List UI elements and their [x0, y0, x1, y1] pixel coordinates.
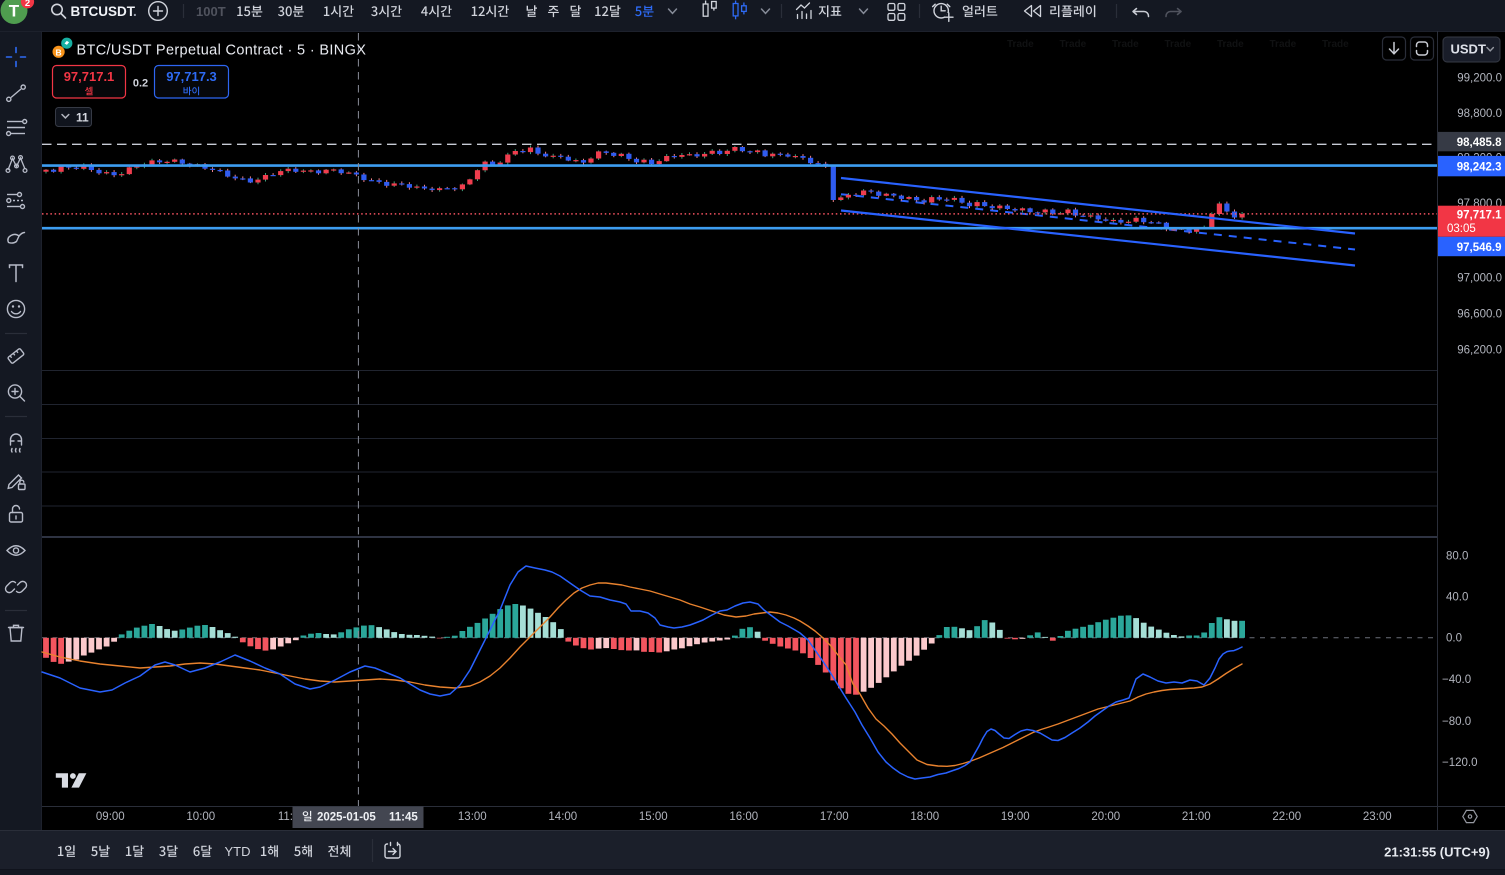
svg-text:22:00: 22:00 [1272, 811, 1301, 823]
svg-text:96,200.0: 96,200.0 [1457, 344, 1502, 356]
svg-text:18:00: 18:00 [910, 811, 939, 823]
svg-text:2025-01-05: 2025-01-05 [317, 812, 376, 824]
svg-text:15:00: 15:00 [639, 811, 668, 823]
svg-text:YTD: YTD [225, 844, 251, 859]
svg-text:USDT: USDT [1451, 42, 1486, 57]
svg-text:11: 11 [76, 111, 89, 125]
svg-text:17:00: 17:00 [820, 811, 849, 823]
svg-text:97,717.3: 97,717.3 [166, 69, 217, 84]
svg-text:98,242.3: 98,242.3 [1457, 162, 1502, 174]
svg-text:96,600.0: 96,600.0 [1457, 308, 1502, 320]
svg-text:−120.0: −120.0 [1442, 757, 1478, 769]
svg-text:14:00: 14:00 [548, 811, 577, 823]
svg-text:BTC/USDT Perpetual Contract ·: BTC/USDT Perpetual Contract · 5 · BINGX [77, 43, 367, 59]
svg-text:13:00: 13:00 [458, 811, 487, 823]
svg-text:BTCUSDT: BTCUSDT [71, 4, 136, 19]
svg-text:B: B [56, 48, 62, 58]
svg-text:21:00: 21:00 [1182, 811, 1211, 823]
svg-text:80.0: 80.0 [1446, 551, 1468, 563]
svg-text:23:00: 23:00 [1363, 811, 1392, 823]
svg-text:Trade: Trade [1217, 39, 1244, 50]
svg-text:40.0: 40.0 [1446, 591, 1468, 603]
svg-text:Trade: Trade [1007, 39, 1034, 50]
svg-text:T: T [9, 2, 20, 21]
svg-text:11:45: 11:45 [389, 812, 418, 824]
svg-text:99,200.0: 99,200.0 [1457, 73, 1502, 85]
svg-text:16:00: 16:00 [729, 811, 758, 823]
svg-text:97,717.1: 97,717.1 [1457, 209, 1502, 221]
svg-text:0.0: 0.0 [1446, 633, 1462, 645]
svg-text:19:00: 19:00 [1001, 811, 1030, 823]
svg-text:100T: 100T [196, 4, 226, 19]
svg-text:97,717.1: 97,717.1 [64, 69, 115, 84]
svg-text:11:: 11: [278, 811, 293, 823]
svg-text:Trade: Trade [1165, 39, 1192, 50]
svg-text:Trade: Trade [1270, 39, 1297, 50]
svg-text:03:05: 03:05 [1447, 223, 1476, 235]
svg-text:20:00: 20:00 [1091, 811, 1120, 823]
svg-text:97,000.0: 97,000.0 [1457, 273, 1502, 285]
svg-text:−40.0: −40.0 [1442, 674, 1471, 686]
svg-text:0.2: 0.2 [133, 78, 148, 90]
svg-text:Trade: Trade [1322, 39, 1349, 50]
svg-text:Trade: Trade [1112, 39, 1139, 50]
svg-text:09:00: 09:00 [96, 811, 125, 823]
svg-text:.: . [133, 4, 137, 19]
svg-text:Trade: Trade [1060, 39, 1087, 50]
svg-text:97,546.9: 97,546.9 [1457, 242, 1502, 254]
svg-text:21:31:55 (UTC+9): 21:31:55 (UTC+9) [1384, 845, 1490, 860]
svg-text:98,485.8: 98,485.8 [1457, 137, 1502, 149]
svg-text:10:00: 10:00 [186, 811, 215, 823]
svg-text:2: 2 [25, 0, 30, 9]
svg-text:−80.0: −80.0 [1442, 716, 1471, 728]
svg-text:98,800.0: 98,800.0 [1457, 108, 1502, 120]
